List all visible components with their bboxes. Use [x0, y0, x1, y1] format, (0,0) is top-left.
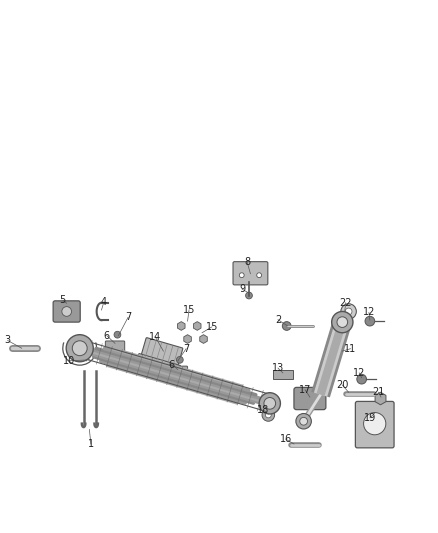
Circle shape: [283, 321, 291, 330]
Text: 17: 17: [299, 385, 311, 395]
Text: 3: 3: [5, 335, 11, 345]
FancyBboxPatch shape: [168, 366, 187, 377]
Circle shape: [341, 304, 357, 319]
Text: 12: 12: [353, 368, 365, 378]
FancyBboxPatch shape: [141, 338, 183, 367]
Text: 6: 6: [169, 360, 175, 370]
FancyBboxPatch shape: [233, 262, 268, 285]
Text: 21: 21: [372, 387, 385, 397]
FancyBboxPatch shape: [294, 387, 326, 410]
FancyBboxPatch shape: [355, 401, 394, 448]
Text: 15: 15: [205, 322, 218, 332]
Text: 8: 8: [244, 257, 250, 266]
Text: 16: 16: [279, 434, 292, 444]
Circle shape: [364, 413, 386, 435]
FancyBboxPatch shape: [53, 301, 80, 322]
Circle shape: [300, 417, 307, 425]
Circle shape: [345, 308, 352, 315]
Text: 10: 10: [63, 356, 75, 366]
Circle shape: [62, 306, 71, 316]
Text: 4: 4: [101, 297, 107, 307]
Text: 13: 13: [272, 363, 284, 373]
Circle shape: [265, 412, 271, 418]
Circle shape: [264, 398, 276, 409]
FancyBboxPatch shape: [106, 341, 125, 352]
Circle shape: [257, 273, 261, 278]
Text: 14: 14: [149, 332, 161, 342]
Text: 6: 6: [104, 330, 110, 341]
Text: 11: 11: [344, 344, 357, 354]
Text: 9: 9: [239, 284, 245, 294]
Circle shape: [177, 357, 183, 363]
Text: 19: 19: [364, 413, 376, 423]
Circle shape: [114, 332, 121, 338]
Text: 20: 20: [336, 380, 349, 390]
Text: 5: 5: [60, 295, 66, 305]
Circle shape: [332, 311, 353, 333]
Text: 7: 7: [183, 344, 189, 354]
Circle shape: [246, 292, 252, 299]
Circle shape: [337, 317, 348, 327]
Circle shape: [262, 409, 275, 421]
Text: 18: 18: [258, 405, 270, 415]
Circle shape: [66, 335, 93, 362]
Circle shape: [239, 273, 244, 278]
Circle shape: [357, 374, 367, 384]
Bar: [273, 369, 293, 379]
Text: 2: 2: [275, 314, 281, 325]
Text: 15: 15: [183, 305, 195, 315]
Circle shape: [296, 414, 311, 429]
Text: 12: 12: [363, 308, 375, 318]
Circle shape: [365, 316, 375, 326]
FancyBboxPatch shape: [136, 354, 180, 376]
Text: 1: 1: [88, 439, 94, 449]
Text: 7: 7: [125, 312, 131, 322]
Circle shape: [72, 341, 87, 356]
Circle shape: [259, 393, 280, 414]
Text: 22: 22: [339, 298, 352, 308]
